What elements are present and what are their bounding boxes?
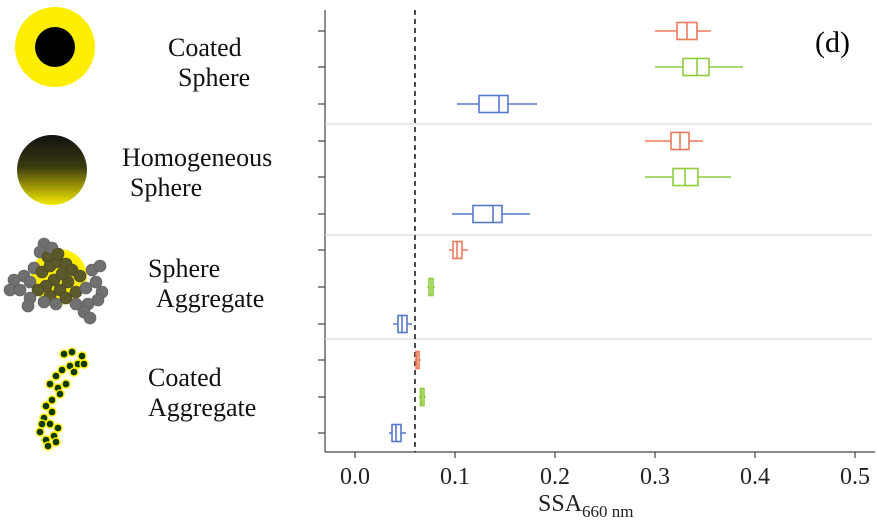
box-green: [419, 387, 426, 407]
group-label-line: Sphere: [148, 254, 221, 283]
boxes: [389, 21, 743, 443]
aggregate-particle: [51, 247, 65, 261]
coated-aggregate-icon: [35, 347, 89, 451]
x-tick-label: 0.5: [840, 464, 870, 490]
box-green: [427, 277, 435, 297]
aggregate-particle: [45, 419, 55, 429]
aggregate-particle: [53, 423, 63, 433]
box-body: [478, 94, 509, 114]
aggregate-particle: [49, 297, 63, 311]
aggregate-particle: [79, 281, 93, 295]
aggregate-particle: [73, 269, 87, 283]
group-label-line: Homogeneous: [122, 143, 273, 172]
x-tick-label: 0.2: [540, 464, 570, 490]
x-tick-label: 0.1: [440, 464, 470, 490]
aggregate-particle: [83, 311, 97, 325]
aggregate-particle: [47, 407, 57, 417]
aggregate-particle: [47, 395, 57, 405]
coated-sphere-icon: [15, 7, 95, 87]
group-label-coated-aggregate: Coated Aggregate: [148, 363, 256, 423]
group-label-sphere-aggregate: Sphere Aggregate: [148, 254, 264, 314]
aggregate-particle: [55, 389, 65, 399]
box-body: [472, 204, 503, 224]
aggregate-particle: [59, 349, 69, 359]
panel-label: (d): [815, 26, 850, 59]
box-orange: [645, 131, 703, 151]
group-label-line: Sphere: [130, 173, 203, 202]
group-label-line: Aggregate: [156, 284, 265, 313]
aggregate-particle: [37, 295, 51, 309]
x-axis-title-main: SSA: [538, 491, 583, 517]
aggregate-particle: [77, 351, 87, 361]
box-green: [655, 57, 743, 77]
x-tick-label: 0.0: [340, 464, 370, 490]
aggregate-particle: [69, 367, 79, 377]
group-label-line: Sphere: [178, 63, 251, 92]
box-orange: [655, 21, 711, 41]
group-label-line: Aggregate: [148, 393, 257, 422]
box-blue: [452, 204, 530, 224]
aggregate-particle: [51, 371, 61, 381]
plot-area: 0.0 0.1 0.2 0.3 0.4 0.5 (d) SSA660 nm: [318, 10, 875, 520]
aggregate-particle: [61, 379, 71, 389]
aggregate-particle: [37, 419, 47, 429]
box-orange: [449, 240, 468, 260]
x-axis-title: SSA660 nm: [538, 491, 634, 520]
aggregate-particle: [43, 441, 53, 451]
aggregate-particle: [67, 347, 77, 357]
box-blue: [457, 94, 537, 114]
aggregate-particle: [23, 275, 37, 289]
aggregate-particle: [55, 267, 69, 281]
group-label-line: Coated: [168, 33, 242, 62]
aggregate-particle: [45, 379, 55, 389]
aggregate-particle: [35, 427, 45, 437]
aggregate-particle: [31, 283, 45, 297]
aggregate-particle: [51, 437, 61, 447]
box-body: [682, 57, 710, 77]
group-label-line: Coated: [148, 363, 222, 392]
aggregate-particle: [13, 283, 27, 297]
x-ticks: 0.0 0.1 0.2 0.3 0.4 0.5: [340, 452, 870, 490]
aggregate-particle: [59, 291, 73, 305]
aggregate-particle: [21, 299, 35, 313]
x-tick-label: 0.3: [640, 464, 670, 490]
box-blue: [389, 423, 406, 443]
x-axis-title-sub: 660 nm: [582, 502, 633, 520]
box-blue: [393, 314, 412, 334]
aggregate-particle: [79, 359, 89, 369]
group-label-coated-sphere: Coated Sphere: [168, 33, 250, 93]
aggregate-particle: [93, 259, 107, 273]
group-label-homogeneous-sphere: Homogeneous Sphere: [122, 143, 272, 203]
box-orange: [415, 350, 421, 370]
aggregate-particle: [41, 401, 51, 411]
aggregate-particle: [57, 365, 67, 375]
homogeneous-sphere-icon: [17, 135, 87, 205]
aggregate-particle: [69, 297, 83, 311]
y-ticks: [318, 30, 325, 434]
box-green: [645, 167, 731, 187]
aggregate-particle: [89, 275, 103, 289]
sphere-aggregate-icon: [3, 237, 109, 325]
x-tick-label: 0.4: [740, 464, 770, 490]
